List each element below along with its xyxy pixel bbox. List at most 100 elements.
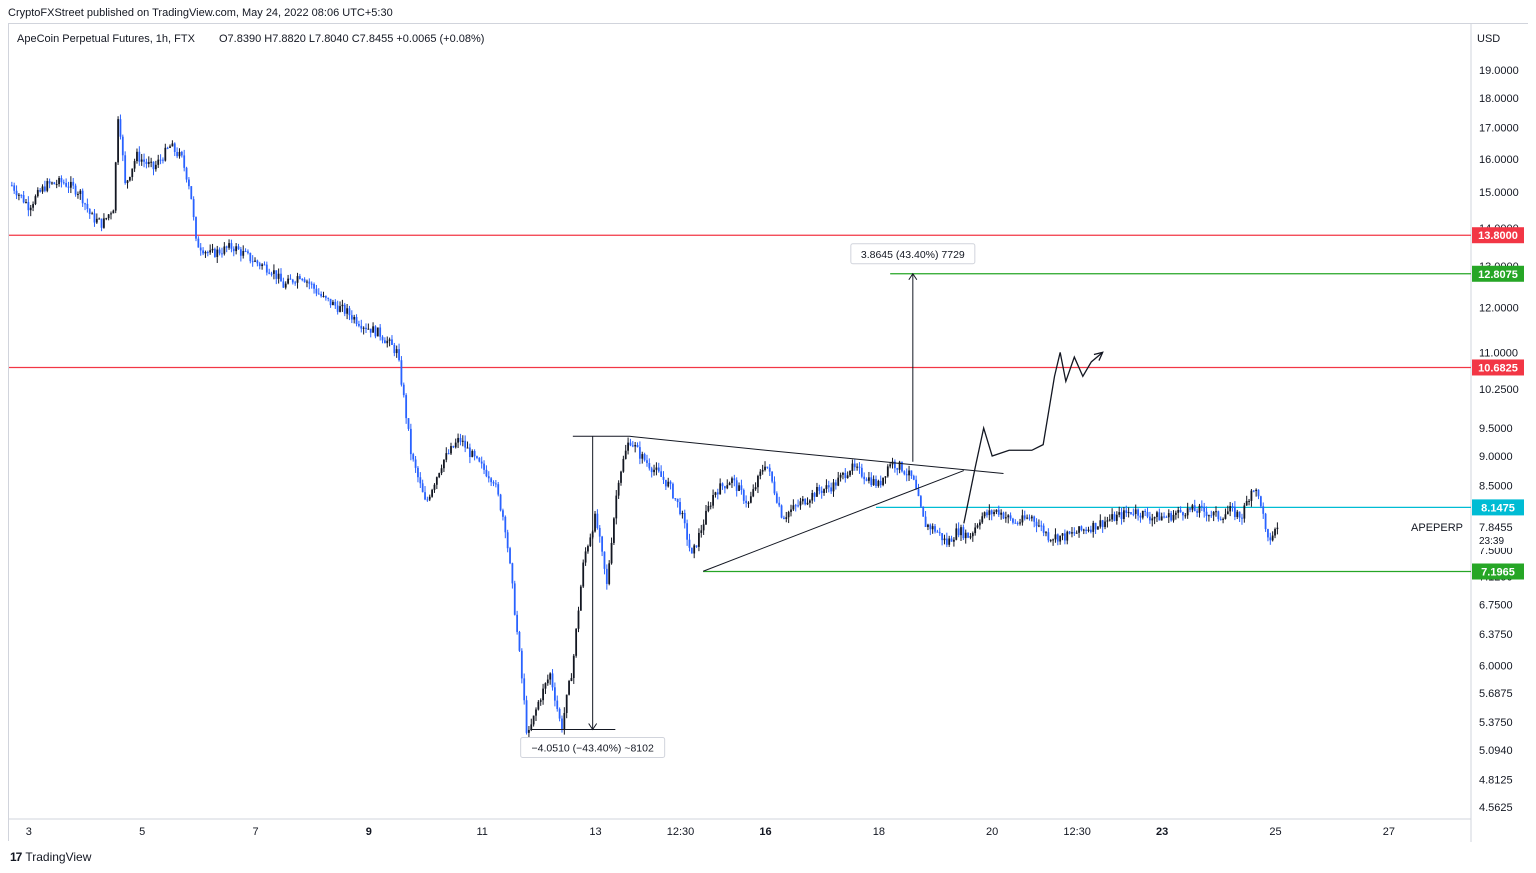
candle-body	[1241, 517, 1243, 519]
candle-body	[1186, 508, 1189, 516]
candle-body	[544, 683, 547, 689]
candle-body	[610, 542, 613, 564]
candle-body	[450, 446, 452, 454]
candle-body	[473, 451, 476, 457]
candle-body	[147, 161, 150, 165]
candle-body	[688, 539, 691, 548]
candle-body	[851, 463, 854, 471]
countdown-label: 23:39	[1479, 536, 1504, 547]
candle-body	[15, 190, 18, 196]
candle-body	[383, 340, 386, 344]
candle-body	[1255, 489, 1258, 492]
candle-body	[452, 446, 455, 448]
candle-body	[1028, 517, 1031, 519]
candle-body	[69, 181, 72, 188]
candle-body	[1146, 512, 1149, 517]
candle-body	[509, 548, 511, 564]
measure-up-label: 3.8645 (43.40%) 7729	[861, 249, 965, 261]
footer-branding[interactable]: 17 TradingView	[10, 850, 91, 864]
candle-body	[1196, 511, 1199, 513]
candle-body	[853, 463, 856, 468]
candle-body	[1172, 514, 1175, 521]
candle-body	[535, 709, 537, 716]
price-tags: 13.8000 10.6825 12.8075 8.1475 7.1965 APEPERP…	[1411, 227, 1524, 580]
candle-body	[624, 450, 627, 459]
time-tick-label: 27	[1383, 826, 1395, 838]
candle-body	[393, 344, 396, 354]
candle-body	[247, 251, 249, 253]
candle-body	[289, 278, 292, 280]
price-tick-label: 7.5000	[1479, 545, 1513, 557]
candle-body	[879, 480, 882, 486]
candle-body	[225, 246, 228, 248]
chart-canvas[interactable]: ApeCoin Perpetual Futures, 1h, FTX O7.83…	[9, 24, 1529, 842]
candle-body	[1167, 513, 1170, 518]
candle-body	[707, 506, 710, 511]
price-tick-label: 12.0000	[1479, 302, 1519, 314]
measure-up-label-box	[850, 243, 976, 265]
chart-frame[interactable]: ApeCoin Perpetual Futures, 1h, FTX O7.83…	[8, 23, 1529, 842]
candle-body	[1120, 512, 1123, 519]
candle-body	[877, 480, 880, 486]
candle-body	[641, 454, 644, 459]
candle-body	[1040, 525, 1043, 527]
candle-body	[1231, 506, 1234, 508]
candle-body	[98, 218, 101, 220]
candle-body	[1269, 537, 1272, 541]
candle-body	[180, 151, 183, 156]
candle-body	[905, 474, 908, 476]
candle-body	[1092, 522, 1095, 532]
candle-body	[1193, 505, 1196, 512]
candle-body	[516, 614, 519, 632]
triangle-upper-trendline	[572, 435, 1004, 474]
candle-body	[1151, 518, 1154, 521]
time-tick-label: 20	[986, 826, 998, 838]
candle-body	[103, 218, 105, 228]
candle-body	[1153, 517, 1156, 519]
candle-body	[88, 208, 91, 215]
candle-body	[955, 528, 958, 540]
candle-body	[974, 527, 977, 534]
candle-body	[192, 199, 195, 218]
candle-body	[676, 498, 679, 503]
candle-body	[837, 477, 840, 486]
candle-body	[202, 250, 204, 254]
candle-body	[414, 459, 417, 468]
candle-body	[1075, 532, 1078, 534]
candle-body	[587, 546, 589, 552]
candle-body	[967, 532, 969, 538]
candle-body	[365, 327, 367, 330]
candle-body	[1019, 522, 1021, 524]
price-tag-label: 13.8000	[1478, 230, 1518, 242]
candle-body	[714, 492, 717, 495]
candle-body	[1082, 529, 1085, 531]
candle-body	[563, 713, 566, 731]
candle-body	[341, 304, 344, 307]
candle-body	[176, 151, 179, 157]
candle-body	[971, 533, 974, 537]
candle-body	[154, 164, 157, 170]
candle-body	[438, 473, 441, 478]
candle-body	[1089, 529, 1092, 532]
horizontal-levels	[9, 234, 1471, 573]
candle-body	[322, 295, 325, 297]
current-price-box	[1472, 517, 1524, 548]
time-axis[interactable]: 3 5 7 9 11 13 12:30 16 18 20 12:30 23 25 27	[9, 818, 1471, 838]
candle-body	[823, 489, 825, 493]
candle-body	[29, 207, 32, 211]
candle-body	[362, 327, 365, 329]
candle-body	[251, 261, 254, 263]
candle-body	[868, 477, 870, 481]
candle-body	[79, 190, 82, 194]
candle-body	[242, 251, 245, 256]
candle-body	[830, 487, 833, 492]
candle-body	[780, 505, 783, 518]
candle-body	[313, 284, 315, 289]
candle-body	[653, 469, 655, 473]
candle-body	[249, 252, 252, 262]
candle-body	[468, 447, 471, 458]
candle-body	[1021, 515, 1024, 523]
candle-body	[173, 143, 176, 152]
candle-body	[117, 119, 119, 163]
price-tag-label: 12.8075	[1478, 269, 1518, 281]
